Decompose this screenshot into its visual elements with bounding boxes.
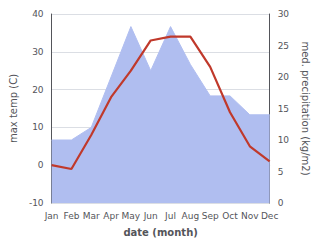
svg-text:Jul: Jul [164, 211, 176, 221]
svg-text:20: 20 [32, 85, 44, 95]
svg-text:Mar: Mar [83, 211, 100, 221]
svg-text:30: 30 [278, 9, 290, 19]
svg-text:0: 0 [38, 160, 44, 170]
svg-text:max temp (C): max temp (C) [8, 74, 19, 143]
svg-text:May: May [122, 211, 141, 221]
svg-text:30: 30 [32, 47, 44, 57]
svg-text:Oct: Oct [222, 211, 238, 221]
svg-text:Apr: Apr [103, 211, 119, 221]
svg-text:Dec: Dec [261, 211, 278, 221]
svg-text:date (month): date (month) [123, 227, 197, 238]
svg-text:10: 10 [278, 135, 290, 145]
svg-text:10: 10 [32, 122, 44, 132]
svg-text:Nov: Nov [241, 211, 259, 221]
svg-text:25: 25 [278, 41, 289, 51]
svg-text:0: 0 [278, 198, 284, 208]
svg-text:Aug: Aug [182, 211, 200, 221]
svg-text:-10: -10 [29, 198, 44, 208]
svg-text:Sep: Sep [202, 211, 219, 221]
svg-text:med. precipitation (kg/m2): med. precipitation (kg/m2) [300, 41, 311, 175]
svg-text:40: 40 [32, 9, 44, 19]
svg-text:Feb: Feb [63, 211, 79, 221]
svg-text:Jan: Jan [44, 211, 59, 221]
svg-text:5: 5 [278, 167, 284, 177]
svg-text:Jun: Jun [143, 211, 158, 221]
svg-text:20: 20 [278, 72, 290, 82]
svg-text:15: 15 [278, 104, 289, 114]
